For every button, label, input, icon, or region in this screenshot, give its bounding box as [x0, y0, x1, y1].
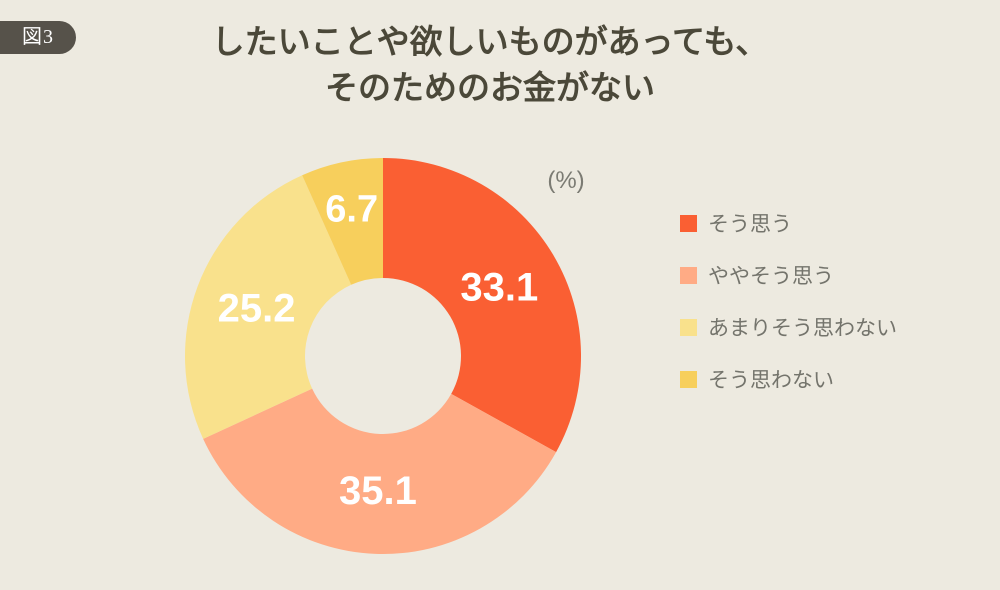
chart-title: したいことや欲しいものがあっても、 そのためのお金がない	[0, 19, 980, 111]
legend-item: そう思う	[680, 210, 897, 236]
legend-swatch	[680, 370, 697, 388]
donut-segment	[383, 158, 582, 453]
segment-value-label: 6.7	[325, 188, 378, 230]
legend-label: あまりそう思わない	[708, 317, 897, 340]
legend-label: そう思う	[708, 213, 792, 236]
donut-chart-svg: 33.1 35.1 25.2 6.7	[184, 158, 582, 555]
legend-label: ややそう思う	[708, 265, 834, 288]
donut-segment	[184, 175, 352, 439]
segment-value-label: 33.1	[460, 266, 538, 310]
donut-chart: 33.1 35.1 25.2 6.7	[173, 146, 593, 566]
legend-item: あまりそう思わない	[680, 314, 897, 340]
segment-value-label: 35.1	[339, 469, 417, 513]
legend-swatch	[680, 318, 697, 336]
legend-swatch	[680, 266, 697, 284]
chart-title-line1: したいことや欲しいものがあっても、	[211, 23, 769, 60]
legend-item: ややそう思う	[680, 262, 897, 288]
legend-item: そう思わない	[680, 366, 897, 392]
segment-value-label: 25.2	[218, 287, 296, 331]
figure-badge: 図3	[0, 21, 76, 54]
chart-title-line2: そのためのお金がない	[325, 69, 655, 106]
legend: そう思うややそう思うあまりそう思わない そう思わない	[680, 210, 897, 418]
percent-unit-label: (%)	[547, 167, 585, 194]
legend-swatch	[680, 214, 697, 232]
donut-segment	[302, 158, 383, 285]
donut-segment	[203, 388, 557, 555]
legend-label: そう思わない	[708, 369, 834, 392]
